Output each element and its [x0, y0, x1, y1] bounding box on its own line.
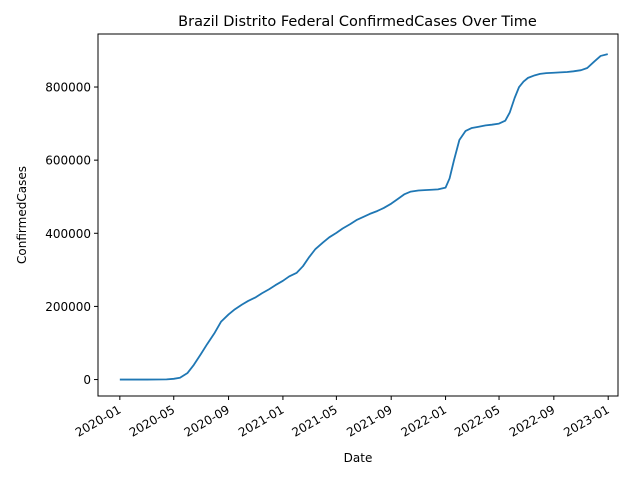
- x-axis-label: Date: [344, 451, 373, 465]
- y-tick-label: 800000: [45, 81, 91, 95]
- y-tick-label: 400000: [45, 227, 91, 241]
- y-tick-label: 0: [83, 373, 91, 387]
- chart-title: Brazil Distrito Federal ConfirmedCases O…: [178, 14, 537, 30]
- x-axis-ticks: 2020-01 2020-05 2020-09 2021-01 2021-05 2021-…: [73, 396, 612, 440]
- y-tick-label: 200000: [45, 300, 91, 314]
- x-tick-label: 2020-05: [127, 402, 177, 439]
- x-tick-label: 2022-09: [507, 402, 557, 439]
- x-tick-label: 2022-05: [452, 402, 502, 439]
- x-tick-label: 2021-09: [344, 402, 394, 439]
- x-tick-label: 2021-05: [289, 402, 339, 439]
- y-axis-label: ConfirmedCases: [15, 166, 29, 264]
- x-tick-label: 2023-01: [561, 402, 611, 439]
- x-tick-label: 2022-01: [399, 402, 449, 439]
- x-tick-label: 2021-01: [236, 402, 286, 439]
- series-line: [119, 53, 608, 381]
- y-axis-ticks: 0 200000 400000 600000 800000: [45, 81, 98, 387]
- x-tick-label: 2020-09: [182, 402, 232, 439]
- x-tick-label: 2020-01: [73, 402, 123, 439]
- y-tick-label: 600000: [45, 154, 91, 168]
- axes-frame: [97, 33, 619, 397]
- series-layer: [119, 53, 608, 381]
- plot-area: 0 200000 400000 600000 800000 2020-01 2020-05…: [45, 33, 619, 440]
